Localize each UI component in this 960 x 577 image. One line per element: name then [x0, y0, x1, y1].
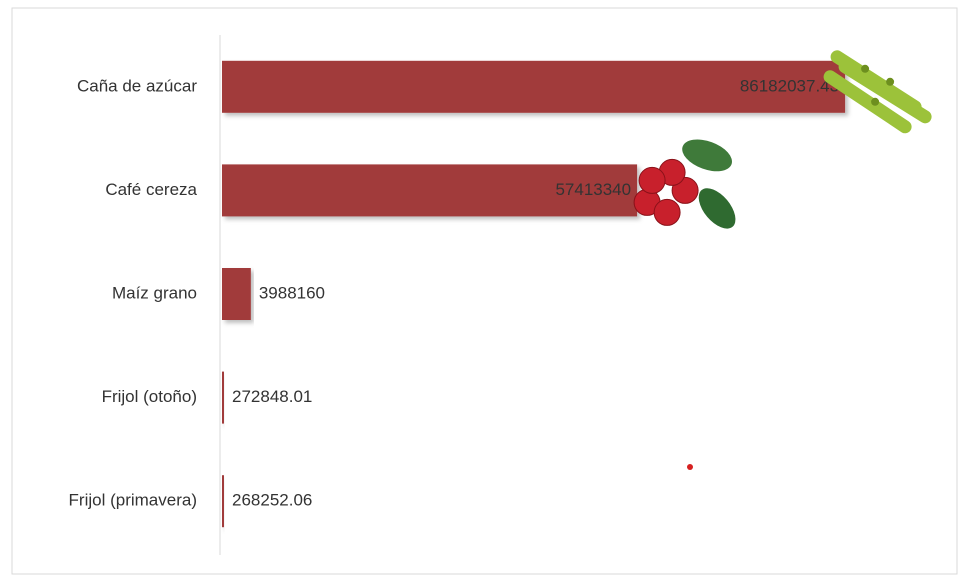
sugarcane-icon — [823, 50, 932, 134]
value-label: 272848.01 — [232, 387, 312, 406]
dot — [687, 464, 693, 470]
cane-stalk — [838, 60, 932, 124]
cherry — [653, 198, 681, 226]
value-label: 268252.06 — [232, 491, 312, 510]
y-tick-label: Frijol (primavera) — [69, 491, 197, 510]
bar — [222, 60, 846, 113]
bar — [222, 371, 224, 424]
leaf — [682, 139, 732, 172]
value-label: 86182037.43 — [740, 76, 839, 95]
y-tick-label: Frijol (otoño) — [102, 387, 197, 406]
cherry — [638, 166, 666, 194]
bar — [222, 475, 224, 528]
cane-node — [871, 97, 880, 106]
value-label: 3988160 — [259, 283, 325, 302]
y-tick-label: Caña de azúcar — [77, 76, 197, 95]
cane-stalk — [823, 70, 912, 134]
y-tick-label: Maíz grano — [112, 283, 197, 302]
value-label: 57413340 — [555, 180, 631, 199]
y-tick-label: Café cereza — [105, 180, 197, 199]
leaf — [698, 188, 736, 229]
bar — [222, 164, 638, 217]
bar — [222, 268, 251, 320]
cherry-icon — [633, 139, 736, 229]
cane-node — [861, 64, 870, 73]
cane-node — [886, 77, 895, 86]
